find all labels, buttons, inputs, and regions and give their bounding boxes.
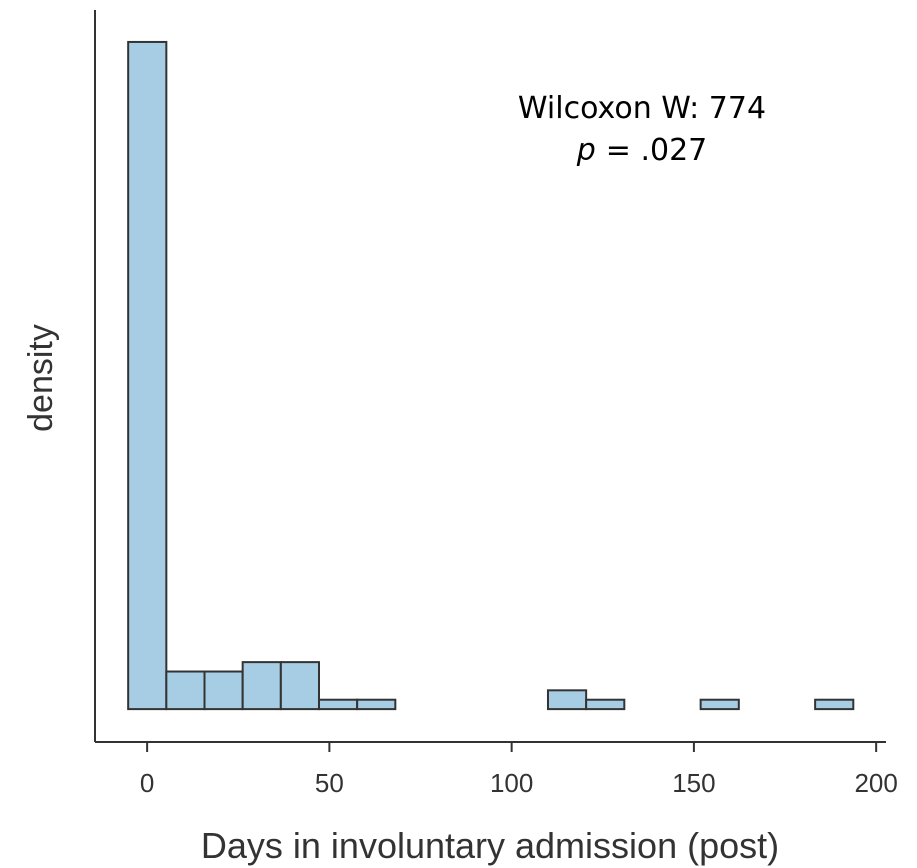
x-tick-label: 150 bbox=[672, 768, 715, 798]
x-axis-label: Days in involuntary admission (post) bbox=[201, 825, 779, 866]
bar bbox=[317, 698, 359, 711]
x-tick-label: 50 bbox=[315, 768, 344, 798]
x-tick-label: 200 bbox=[854, 768, 897, 798]
bar bbox=[241, 661, 282, 711]
y-axis-label: density bbox=[22, 324, 60, 432]
annotation: Wilcoxon W: 774 bbox=[518, 91, 766, 126]
x-tick-label: 100 bbox=[490, 768, 533, 798]
annotation-symbol: p bbox=[576, 133, 596, 168]
bar bbox=[127, 40, 168, 711]
bar bbox=[699, 698, 740, 711]
annotation-value: = .027 bbox=[606, 133, 707, 168]
bar bbox=[165, 670, 206, 711]
bar bbox=[585, 698, 626, 711]
bar bbox=[814, 698, 855, 711]
bar bbox=[546, 689, 588, 711]
bar bbox=[356, 698, 397, 711]
bar bbox=[203, 670, 244, 711]
x-tick-label: 0 bbox=[140, 768, 154, 798]
annotation: p = .027 bbox=[576, 133, 708, 168]
bar bbox=[279, 661, 320, 711]
